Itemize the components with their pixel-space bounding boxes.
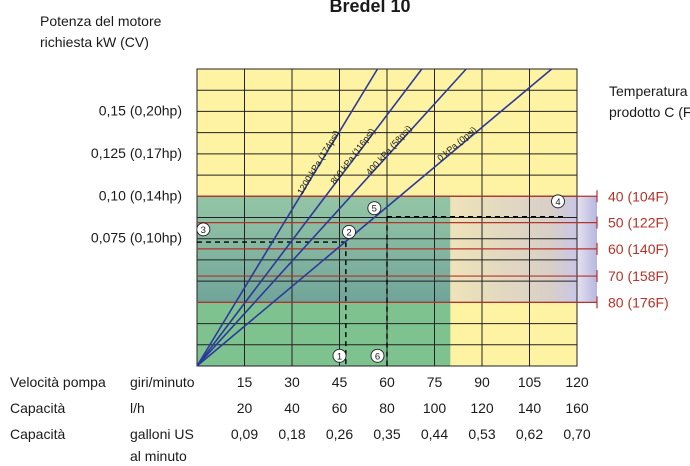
marker-circle — [370, 348, 385, 363]
marker-circle — [551, 194, 565, 209]
y-tick-label: 0,15 (0,20hp) — [99, 102, 182, 118]
marker-label: 2 — [346, 227, 351, 238]
series-line — [196, 68, 467, 367]
table-row-unit: l/h — [130, 400, 145, 416]
table-cell: 120 — [565, 374, 589, 390]
table-row-label: Capacità — [10, 426, 65, 442]
marker-label: 6 — [375, 351, 380, 362]
marker-circle — [367, 201, 382, 216]
table-cell: 100 — [423, 400, 447, 416]
temperature-axis-label: Temperatura — [609, 83, 688, 99]
table-cell: 0,18 — [278, 426, 305, 442]
y-tick-label: 0,075 (0,10hp) — [91, 230, 182, 246]
table-cell: 20 — [237, 400, 253, 416]
marker-label: 5 — [372, 204, 377, 215]
marker-label: 4 — [555, 197, 560, 208]
temperature-label: 70 (158F) — [608, 268, 669, 284]
table-cell: 0,09 — [231, 426, 258, 442]
table-cell: 0,26 — [326, 426, 353, 442]
marker-circle — [342, 224, 356, 239]
temperature-label: 60 (140F) — [608, 241, 669, 257]
table-cell: 0,44 — [421, 426, 448, 442]
marker-label: 1 — [337, 351, 342, 362]
table-cell: 90 — [474, 374, 490, 390]
temperature-label: 50 (122F) — [608, 215, 669, 231]
table-cell: 60 — [379, 374, 395, 390]
table-cell: 75 — [427, 374, 443, 390]
series-line — [196, 68, 379, 367]
table-cell: 160 — [565, 400, 589, 416]
table-row-label: Capacità — [10, 400, 65, 416]
series-line — [196, 68, 423, 367]
table-cell: 0,70 — [563, 426, 590, 442]
series-line — [196, 68, 553, 367]
table-row-unit: al minuto — [130, 448, 187, 461]
table-cell: 105 — [518, 374, 542, 390]
marker-label: 3 — [201, 225, 206, 236]
table-row-unit: galloni US — [130, 426, 194, 442]
table-row-label: Velocità pompa — [10, 374, 106, 390]
y-axis-label: Potenza del motore — [40, 13, 162, 29]
table-cell: 60 — [332, 400, 348, 416]
table-cell: 120 — [470, 400, 494, 416]
y-tick-label: 0,10 (0,14hp) — [99, 187, 182, 203]
marker-circle — [332, 348, 347, 363]
table-cell: 0,35 — [373, 426, 400, 442]
table-cell: 15 — [237, 374, 253, 390]
table-row-unit: giri/minuto — [130, 374, 195, 390]
table-cell: 0,62 — [516, 426, 543, 442]
temperature-axis-label: prodotto C (F) — [609, 104, 690, 120]
temperature-label: 40 (104F) — [608, 188, 669, 204]
table-cell: 45 — [332, 374, 348, 390]
table-cell: 0,53 — [468, 426, 495, 442]
y-tick-label: 0,125 (0,17hp) — [91, 145, 182, 161]
temperature-label: 80 (176F) — [608, 294, 669, 310]
table-cell: 140 — [518, 400, 542, 416]
table-cell: 80 — [379, 400, 395, 416]
plot-border — [196, 68, 578, 367]
table-cell: 40 — [284, 400, 300, 416]
marker-circle — [196, 222, 211, 237]
y-axis-label: richiesta kW (CV) — [40, 34, 149, 50]
chart-title: Bredel 10 — [329, 0, 410, 16]
table-cell: 30 — [284, 374, 300, 390]
